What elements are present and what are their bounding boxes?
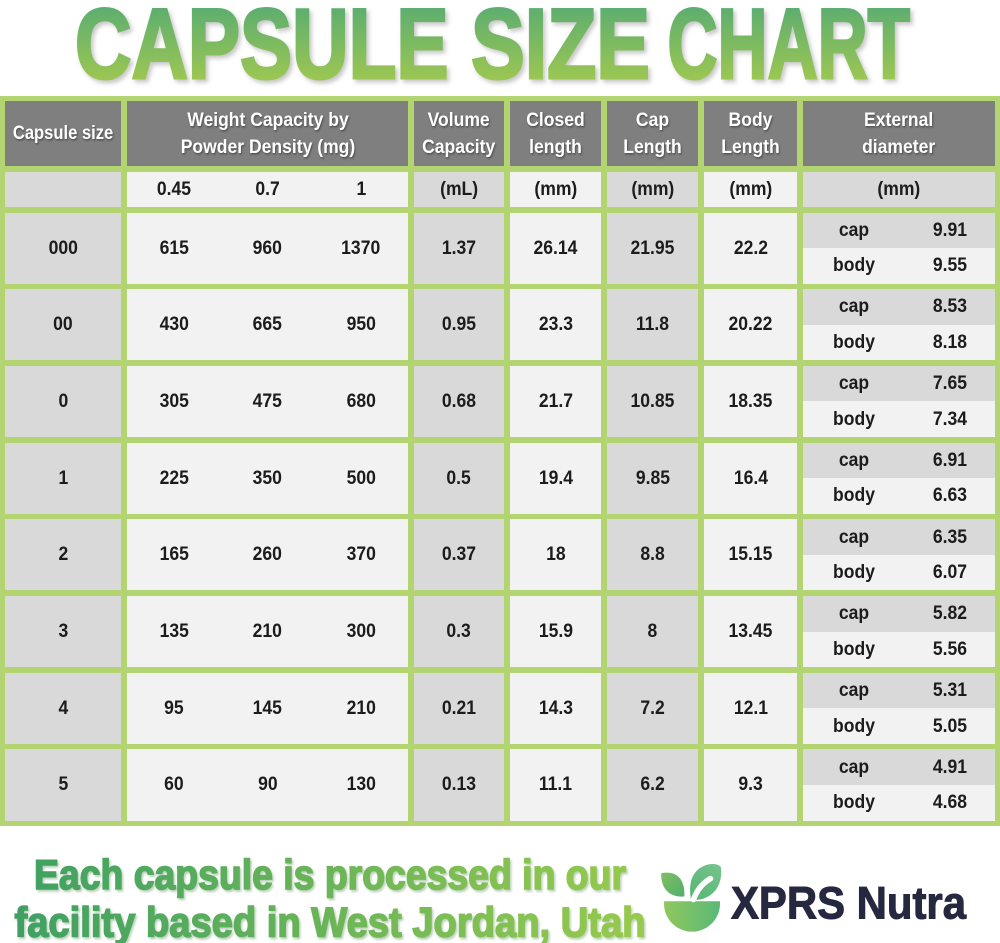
svg-text:Each capsule is processed in o: Each capsule is processed in our (34, 851, 626, 898)
svg-text:CHART: CHART (668, 0, 911, 96)
svg-text:XPRS Nutra: XPRS Nutra (731, 878, 967, 929)
svg-text:SIZE: SIZE (471, 0, 650, 96)
svg-text:facility based in West Jordan,: facility based in West Jordan, Utah (15, 899, 646, 943)
svg-text:CAPSULE: CAPSULE (75, 0, 449, 96)
